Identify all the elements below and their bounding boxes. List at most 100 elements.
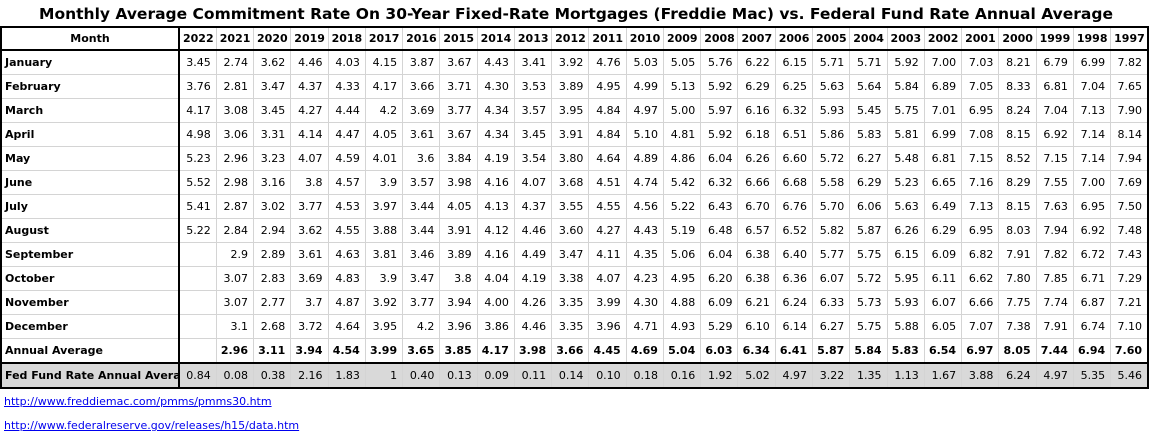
rate-cell[interactable]: 6.82 <box>961 242 1000 267</box>
rate-cell[interactable]: 7.94 <box>1110 146 1150 171</box>
rate-cell[interactable]: 1.67 <box>923 362 963 389</box>
rate-cell[interactable]: 6.49 <box>923 194 963 219</box>
rate-cell[interactable]: 7.14 <box>1072 146 1112 171</box>
row-label[interactable]: December <box>0 314 180 339</box>
rate-cell[interactable]: 6.29 <box>849 170 888 195</box>
row-label[interactable]: Fed Fund Rate Annual Average <box>0 362 180 389</box>
rate-cell[interactable]: 4.59 <box>327 146 366 171</box>
rate-cell[interactable]: 4.53 <box>327 194 366 219</box>
rate-cell[interactable]: 3.57 <box>402 170 441 195</box>
rate-cell[interactable]: 4.19 <box>476 146 515 171</box>
rate-cell[interactable]: 6.21 <box>737 290 776 315</box>
rate-cell[interactable]: 5.75 <box>849 314 888 339</box>
rate-cell[interactable]: 4.23 <box>625 266 664 291</box>
rate-cell[interactable]: 6.65 <box>923 170 963 195</box>
rate-cell[interactable]: 0.09 <box>476 362 515 389</box>
row-label[interactable]: February <box>0 74 180 99</box>
rate-cell[interactable]: 7.13 <box>961 194 1000 219</box>
rate-cell[interactable]: 6.74 <box>1072 314 1112 339</box>
rate-cell[interactable]: 3.47 <box>253 74 292 99</box>
rate-cell[interactable]: 3.66 <box>402 74 441 99</box>
rate-cell[interactable]: 7.07 <box>961 314 1000 339</box>
rate-cell[interactable]: 3.8 <box>290 170 329 195</box>
rate-cell[interactable]: 1 <box>364 362 404 389</box>
rate-cell[interactable]: 4.01 <box>364 146 404 171</box>
rate-cell[interactable]: 6.79 <box>1035 49 1074 75</box>
rate-cell[interactable]: 6.52 <box>774 218 814 243</box>
rate-cell[interactable]: 7.85 <box>1035 266 1074 291</box>
rate-cell[interactable]: 2.87 <box>215 194 255 219</box>
row-label[interactable]: January <box>0 49 180 75</box>
freddiemac-link[interactable]: http://www.freddiemac.com/pmms/pmms30.ht… <box>4 395 272 408</box>
rate-cell[interactable]: 6.20 <box>700 266 739 291</box>
rate-cell[interactable]: 7.91 <box>1035 314 1074 339</box>
rate-cell[interactable]: 3.38 <box>551 266 590 291</box>
rate-cell[interactable]: 5.19 <box>662 218 702 243</box>
rate-cell[interactable]: 4.34 <box>476 122 515 147</box>
rate-cell[interactable]: 3.22 <box>812 362 851 389</box>
rate-cell[interactable]: 5.76 <box>700 49 739 75</box>
rate-cell[interactable]: 6.95 <box>961 98 1000 123</box>
rate-cell[interactable]: 2.98 <box>215 170 255 195</box>
rate-cell[interactable] <box>178 338 217 364</box>
rate-cell[interactable]: 8.33 <box>998 74 1037 99</box>
rate-cell[interactable]: 4.30 <box>625 290 664 315</box>
rate-cell[interactable]: 8.15 <box>998 122 1037 147</box>
rate-cell[interactable]: 3.88 <box>364 218 404 243</box>
rate-cell[interactable]: 7.14 <box>1072 122 1112 147</box>
rate-cell[interactable]: 7.91 <box>998 242 1037 267</box>
rate-cell[interactable]: 7.75 <box>998 290 1037 315</box>
rate-cell[interactable]: 6.97 <box>961 338 1000 364</box>
rate-cell[interactable]: 3.44 <box>402 194 441 219</box>
rate-cell[interactable]: 0.10 <box>588 362 627 389</box>
rate-cell[interactable]: 5.63 <box>886 194 925 219</box>
rate-cell[interactable]: 3.45 <box>178 49 217 75</box>
rate-cell[interactable]: 1.35 <box>849 362 888 389</box>
rate-cell[interactable]: 3.07 <box>215 290 255 315</box>
rate-cell[interactable]: 5.93 <box>812 98 851 123</box>
rate-cell[interactable]: 3.61 <box>402 122 441 147</box>
rate-cell[interactable]: 3.02 <box>253 194 292 219</box>
rate-cell[interactable]: 3.8 <box>439 266 478 291</box>
row-label[interactable]: April <box>0 122 180 147</box>
rate-cell[interactable]: 6.29 <box>737 74 776 99</box>
rate-cell[interactable]: 4.54 <box>327 338 366 364</box>
rate-cell[interactable]: 3.47 <box>402 266 441 291</box>
rate-cell[interactable]: 8.21 <box>998 49 1037 75</box>
rate-cell[interactable]: 6.89 <box>923 74 963 99</box>
rate-cell[interactable]: 5.77 <box>812 242 851 267</box>
rate-cell[interactable]: 5.05 <box>662 49 702 75</box>
rate-cell[interactable]: 4.76 <box>588 49 627 75</box>
rate-cell[interactable]: 3.81 <box>364 242 404 267</box>
rate-cell[interactable]: 4.2 <box>402 314 441 339</box>
rate-cell[interactable]: 7.29 <box>1110 266 1150 291</box>
rate-cell[interactable]: 7.08 <box>961 122 1000 147</box>
rate-cell[interactable]: 4.45 <box>588 338 627 364</box>
rate-cell[interactable]: 2.96 <box>215 146 255 171</box>
rate-cell[interactable]: 6.57 <box>737 218 776 243</box>
rate-cell[interactable]: 6.43 <box>700 194 739 219</box>
rate-cell[interactable]: 5.87 <box>849 218 888 243</box>
rate-cell[interactable]: 5.71 <box>849 49 888 75</box>
rate-cell[interactable]: 3.11 <box>253 338 292 364</box>
rate-cell[interactable]: 2.9 <box>215 242 255 267</box>
rate-cell[interactable]: 3.69 <box>290 266 329 291</box>
rate-cell[interactable]: 5.92 <box>700 74 739 99</box>
rate-cell[interactable]: 4.64 <box>588 146 627 171</box>
rate-cell[interactable]: 6.38 <box>737 266 776 291</box>
rate-cell[interactable]: 6.27 <box>849 146 888 171</box>
rate-cell[interactable]: 3.80 <box>551 146 590 171</box>
rate-cell[interactable]: 2.84 <box>215 218 255 243</box>
rate-cell[interactable]: 4.55 <box>327 218 366 243</box>
rate-cell[interactable]: 3.45 <box>253 98 292 123</box>
rate-cell[interactable]: 8.14 <box>1110 122 1150 147</box>
rate-cell[interactable]: 7.82 <box>1035 242 1074 267</box>
rate-cell[interactable]: 4.35 <box>625 242 664 267</box>
rate-cell[interactable]: 4.2 <box>364 98 404 123</box>
rate-cell[interactable]: 4.97 <box>1035 362 1074 389</box>
rate-cell[interactable]: 6.70 <box>737 194 776 219</box>
rate-cell[interactable]: 4.69 <box>625 338 664 364</box>
rate-cell[interactable]: 3.94 <box>439 290 478 315</box>
rate-cell[interactable]: 7.65 <box>1110 74 1150 99</box>
rate-cell[interactable]: 5.23 <box>178 146 217 171</box>
